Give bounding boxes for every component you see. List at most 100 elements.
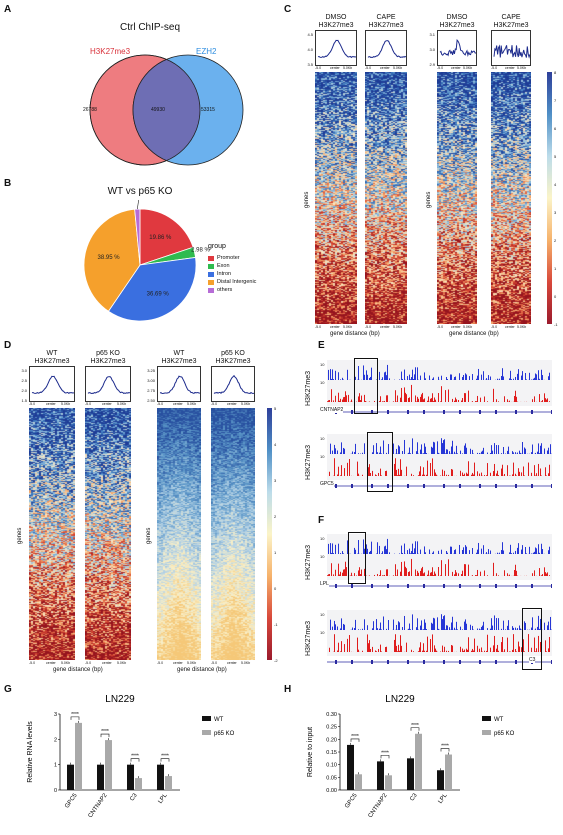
significance-label: **** — [101, 729, 109, 735]
heatmap-column-title-line2: H3K27me3 — [439, 22, 475, 29]
heatmap-ylabel: genes — [146, 527, 152, 544]
venn-left-label: H3K27me3 — [90, 47, 131, 56]
panel-label-c: C — [284, 4, 292, 15]
bar-lpl-p65-ko — [165, 776, 172, 790]
venn-right-label: EZH2 — [196, 47, 217, 56]
colorbar-tick-label: 8 — [554, 70, 557, 75]
profile-tick-label: center — [173, 402, 183, 406]
profile-plot — [157, 366, 201, 402]
profile-line — [87, 376, 130, 395]
bar-lpl-wt — [437, 770, 444, 790]
heatmap-tick-label: -5.0 — [365, 325, 372, 329]
pie-legend-item: Intron — [208, 271, 288, 279]
bar-gpc5-p65-ko — [355, 774, 362, 790]
pie-chart: 19.86 %2.98 %36.69 %38.95 %1.51 % — [83, 200, 211, 322]
profile-ytick-label: 2.5 — [21, 378, 27, 383]
bar-chart-ylabel: Relative RNA levels — [27, 721, 34, 783]
heatmap-tick-label: -5.0 — [491, 325, 498, 329]
pie-legend-label: Distal Intergenic — [217, 279, 257, 285]
heatmap-column-title-line1: p65 KO — [221, 350, 245, 357]
bar-chart-category-label: CNTNAP2 — [88, 792, 109, 819]
track-scale: 10 — [320, 554, 325, 559]
colorbar-tick-label: 1 — [274, 550, 277, 555]
profile-ytick-label: 2.50 — [147, 398, 155, 403]
profile-ytick-label: 3.5 — [307, 62, 313, 67]
heatmap-ylabel: genes — [304, 191, 310, 208]
bar-cntnap2-p65-ko — [105, 740, 112, 790]
profile-tick-label: -5.0 — [211, 402, 218, 406]
profile-tick-label: -5.0 — [85, 402, 92, 406]
pie-legend-item: others — [208, 287, 288, 295]
track-scale: 10 — [320, 536, 325, 541]
heatmap-column-title-line1: DMSO — [325, 14, 347, 21]
significance-bracket — [410, 727, 420, 731]
track-ylabel: H3K27me3 — [305, 620, 312, 656]
bar-chart-ytick-label: 0.25 — [326, 725, 337, 731]
bar-chart-category-label: LPL — [158, 792, 169, 805]
profile-tick-label: 5.0Kb — [241, 402, 251, 406]
profile-tick-label: 5.0Kb — [517, 66, 527, 70]
heatmap-ylabel: genes — [426, 191, 432, 208]
profile-plot — [365, 30, 407, 66]
bar-cntnap2-wt — [97, 764, 104, 790]
pie-legend-label: Intron — [217, 271, 232, 277]
bar-chart-ytick-label: 0.05 — [326, 775, 337, 781]
bar-chart-category-label: C3 — [129, 792, 139, 802]
colorbar-tick-label: 3 — [274, 478, 277, 483]
pie-legend-item: Exon — [208, 263, 288, 271]
heatmap-xlabel: gene distance (bp) — [449, 331, 499, 337]
profile-ytick-label: 2.75 — [147, 388, 155, 393]
profile-tick-label: -5.0 — [365, 66, 372, 70]
profile-tick-label: -5.0 — [315, 66, 322, 70]
profile-ytick-label: 3.0 — [21, 368, 27, 373]
profile-tick-label: -5.0 — [157, 402, 164, 406]
heatmap-column-title-line1: CAPE — [501, 14, 521, 21]
profile-line — [31, 375, 74, 395]
heatmap-tick-label: -5.0 — [437, 325, 444, 329]
bar-gpc5-wt — [347, 744, 354, 790]
coverage-track — [328, 538, 550, 554]
profile-tick-label: center — [102, 402, 112, 406]
bar-chart-ytick-label: 3 — [54, 712, 57, 718]
profile-tick-label: center — [380, 66, 390, 70]
bar-chart-category-label: GPC5 — [64, 792, 79, 809]
pie-legend-swatch — [208, 264, 214, 269]
heatmap-tick-label: 5.0Kb — [187, 661, 197, 665]
heatmap-matrix — [157, 408, 201, 660]
pie-legend-item: Distal Intergenic — [208, 279, 288, 287]
heatmap-xlabel: gene distance (bp) — [330, 331, 380, 337]
bar-chart-category-label: GPC5 — [344, 792, 359, 809]
significance-label: **** — [411, 723, 419, 729]
bar-legend-swatch — [202, 730, 211, 735]
heatmap-matrix — [365, 72, 407, 324]
heatmap-matrix — [211, 408, 255, 660]
pie-slice-promoter — [139, 208, 194, 266]
panel-label-f: F — [318, 515, 325, 526]
track-ylabel: H3K27me3 — [305, 370, 312, 406]
colorbar-tick-label: 2 — [554, 238, 557, 243]
heatmap-column-title-line2: H3K27me3 — [90, 358, 126, 365]
pie-legend-title: group — [208, 243, 226, 250]
coverage-track — [330, 438, 552, 454]
bar-lpl-p65-ko — [445, 754, 452, 790]
coverage-track — [328, 634, 550, 652]
profile-tick-label: 5.0Kb — [187, 402, 197, 406]
coverage-track — [327, 384, 550, 402]
bar-chart-ytick-label: 0.10 — [326, 763, 337, 769]
heatmap-column-title-line1: WT — [173, 350, 185, 357]
profile-tick-label: center — [46, 402, 56, 406]
significance-label: **** — [441, 744, 449, 750]
heatmap-tick-label: -5.0 — [157, 661, 164, 665]
venn-overlap — [132, 55, 200, 165]
profile-ytick-label: 2.9 — [429, 62, 435, 67]
significance-bracket — [160, 758, 170, 762]
bar-chart-title: LN229 — [385, 694, 415, 705]
heatmap-tick-label: center — [330, 325, 340, 329]
profile-plot — [29, 366, 75, 402]
bar-chart-ytick-label: 0.15 — [326, 750, 337, 756]
bar-legend-swatch — [482, 716, 491, 721]
gene-model — [327, 484, 552, 488]
pie-slice-distal-intergenic — [83, 208, 141, 312]
significance-bracket — [130, 758, 140, 762]
highlight-box — [348, 532, 366, 584]
